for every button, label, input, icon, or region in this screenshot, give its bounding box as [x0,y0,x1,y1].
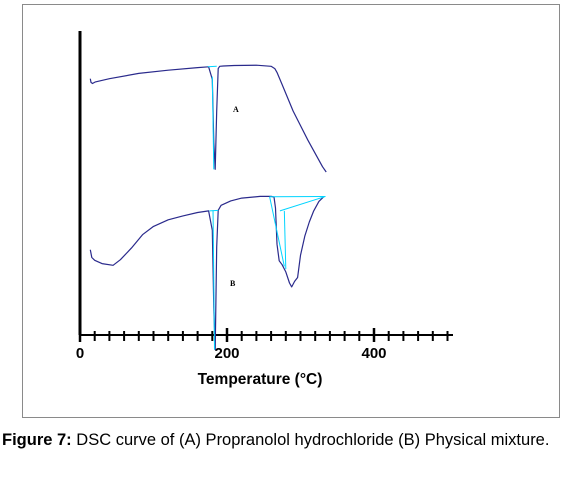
x-tick-label: 400 [361,345,386,362]
x-tick-label: 200 [214,345,239,362]
dsc-curve-a [89,64,327,173]
baseline-segment [207,65,217,68]
caption-label: Figure 7: [2,431,72,449]
figure-caption: Figure 7: DSC curve of (A) Propranolol h… [2,428,558,453]
figure-frame: 0 200 400 Temperature (°C) A B [22,4,560,418]
curve-label-b: B [230,279,236,288]
baseline-segment [283,210,287,270]
baseline-segment [211,76,215,170]
baseline-segment [279,195,326,212]
caption-text: DSC curve of (A) Propranolol hydrochlori… [76,431,550,449]
baseline-segment [209,209,219,212]
x-axis-title: Temperature (°C) [198,371,323,388]
x-tick-label: 0 [76,345,84,362]
curve-label-a: A [233,105,239,114]
baseline-segment [269,196,285,267]
baseline-segment [212,210,216,350]
dsc-chart: 0 200 400 Temperature (°C) A B [76,31,453,388]
dsc-curve-b [89,195,325,351]
